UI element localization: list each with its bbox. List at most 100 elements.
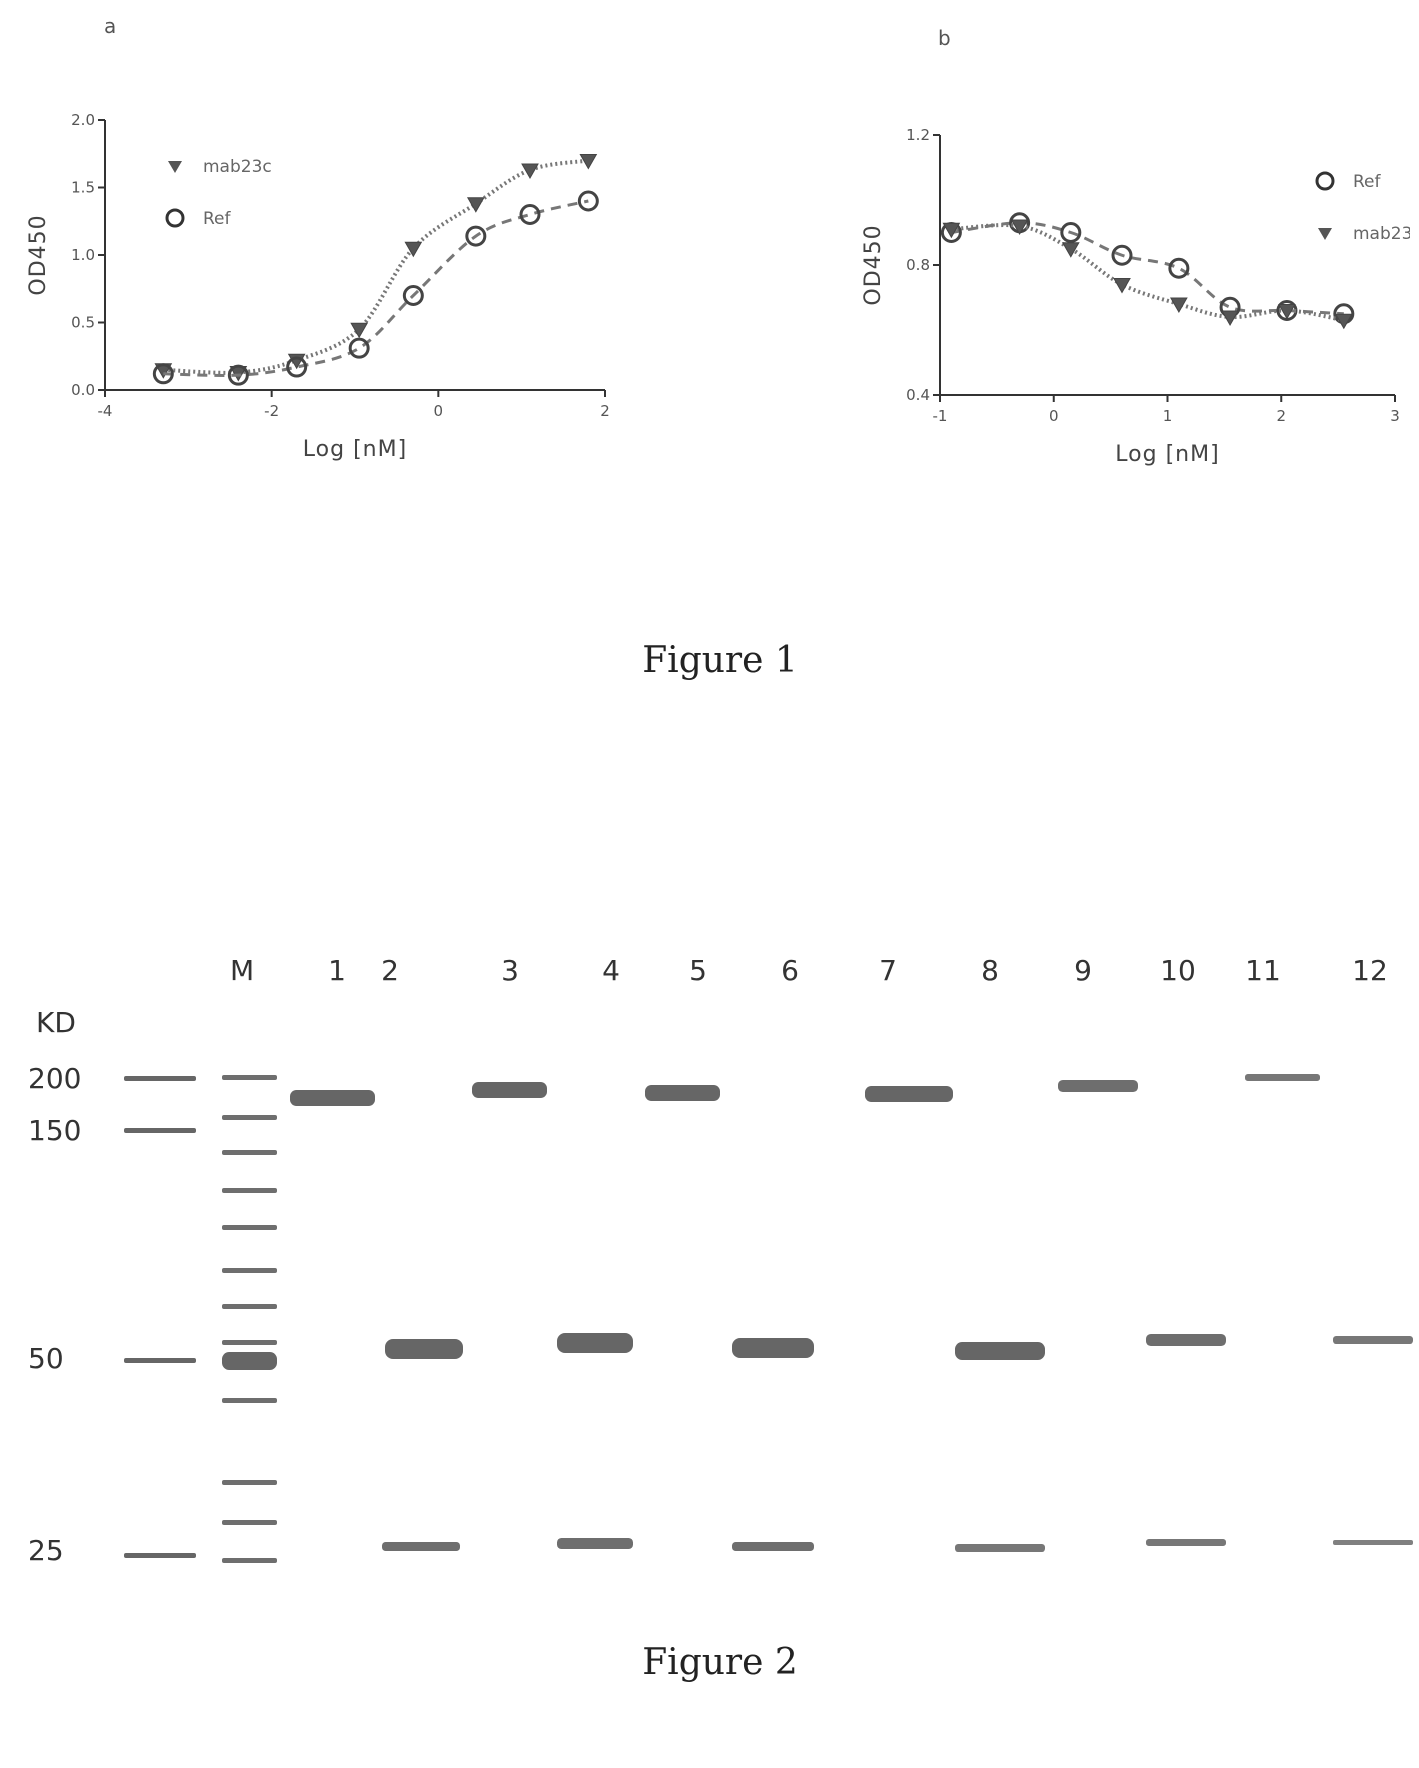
data-point-mab23c	[350, 322, 369, 339]
x-tick-label: 3	[1390, 407, 1400, 425]
y-tick-label: 0.4	[906, 386, 930, 404]
data-point-mab23c	[1221, 310, 1239, 327]
data-point-mab23c	[1113, 278, 1131, 294]
lane-7-band-intact	[865, 1086, 953, 1102]
series-line-ref	[951, 221, 1344, 316]
legend-marker-ref	[1315, 171, 1335, 191]
figure-2-caption: Figure 2	[642, 1642, 798, 1683]
marker-band	[222, 1398, 277, 1403]
panel-letter-a: a	[104, 14, 117, 38]
legend-marker-mab23c	[168, 161, 182, 173]
data-point-mab23c	[579, 154, 598, 170]
y-axis-label: OD450	[861, 224, 886, 305]
lane-label-2: 2	[381, 954, 399, 987]
x-tick-label: 0	[1049, 407, 1059, 425]
marker-lane-label: M	[230, 954, 254, 987]
unit-label: KD	[36, 1006, 76, 1039]
data-point-ref	[227, 364, 249, 386]
y-tick-label: 2.0	[71, 111, 95, 129]
data-point-ref	[1111, 244, 1133, 266]
figure-1-caption: Figure 1	[642, 640, 798, 681]
x-axis-label: Log [nM]	[1115, 442, 1219, 467]
lane-10-light-chain	[1146, 1539, 1226, 1546]
x-tick-label: 2	[600, 402, 610, 420]
data-point-ref	[577, 190, 599, 212]
lane-label-11: 11	[1245, 954, 1281, 987]
marker-band	[222, 1480, 277, 1485]
lane-label-10: 10	[1160, 954, 1196, 987]
lane-labels: 1 2 3 4 5 6 7 8 9 10 11 12	[328, 954, 1388, 987]
gel-bands	[124, 1074, 1413, 1563]
lane-label-1: 1	[328, 954, 346, 987]
panel-letter-b: b	[938, 26, 951, 50]
mw-labels: 200 150 50 25	[28, 1062, 81, 1567]
legend-marker-mab23c	[1318, 228, 1332, 240]
data-point-ref	[465, 225, 487, 247]
data-point-mab23c	[942, 222, 961, 239]
data-point-mab23c	[1278, 304, 1296, 320]
marker-band	[222, 1188, 277, 1193]
standard-band	[124, 1553, 196, 1558]
y-tick-label: 1.2	[906, 126, 930, 144]
lane-label-8: 8	[981, 954, 999, 987]
lane-9-band-intact	[1058, 1080, 1138, 1092]
data-point-ref	[286, 356, 308, 378]
mw-label-200: 200	[28, 1062, 81, 1095]
lane-6-light-chain	[732, 1542, 814, 1551]
chart-b: 0.4 0.8 1.2 -1 0 1 2 3 Log [nM] OD450 Ref mab23c	[861, 126, 1410, 467]
lane-label-3: 3	[501, 954, 519, 987]
series-line-ref	[163, 199, 589, 377]
standard-band	[124, 1358, 196, 1363]
data-point-ref	[152, 363, 174, 385]
lane-label-5: 5	[689, 954, 707, 987]
mw-label-50: 50	[28, 1342, 64, 1375]
legend-label-ref: Ref	[203, 209, 232, 229]
x-tick-label: 1	[1163, 407, 1173, 425]
y-tick-label: 0.5	[71, 314, 95, 332]
y-tick-label: 1.0	[71, 246, 95, 264]
marker-band	[222, 1304, 277, 1309]
lane-label-6: 6	[781, 954, 799, 987]
x-tick-label: 2	[1276, 407, 1286, 425]
chart-a: 0.0 0.5 1.0 1.5 2.0 -4 -2 0 2 Log [nM] OD450 mab23c…	[26, 111, 610, 462]
lane-label-9: 9	[1074, 954, 1092, 987]
y-axis-label: OD450	[26, 214, 51, 295]
x-axis-label: Log [nM]	[303, 437, 407, 462]
lane-11-band-intact	[1245, 1074, 1320, 1081]
data-point-mab23c	[466, 197, 485, 213]
y-tick-label: 0.8	[906, 256, 930, 274]
marker-band	[222, 1520, 277, 1525]
x-tick-label: 0	[434, 402, 444, 420]
standard-band	[124, 1076, 196, 1081]
data-point-mab23c	[521, 163, 539, 179]
data-point-mab23c	[1170, 297, 1188, 314]
marker-band-strong	[222, 1352, 277, 1370]
series-line-mab23c	[163, 158, 589, 375]
y-tick-label: 0.0	[71, 381, 95, 399]
mw-label-150: 150	[28, 1114, 81, 1147]
lane-2-light-chain	[382, 1542, 460, 1551]
data-point-ref	[348, 337, 370, 359]
lane-10-heavy-chain	[1146, 1334, 1226, 1346]
y-tick-label: 1.5	[71, 179, 95, 197]
legend-label-mab23c: mab23c	[1353, 224, 1410, 244]
data-point-mab23c	[1010, 219, 1029, 236]
lane-5-band-intact	[645, 1085, 720, 1101]
marker-band	[222, 1558, 277, 1563]
data-point-ref	[402, 285, 424, 306]
lane-12-heavy-chain	[1333, 1336, 1413, 1344]
data-point-ref	[1168, 257, 1190, 279]
lane-8-light-chain	[955, 1544, 1045, 1552]
series-line-mab23c	[951, 223, 1345, 323]
marker-band	[222, 1225, 277, 1230]
lane-3-band-intact	[472, 1082, 547, 1098]
lane-6-heavy-chain	[732, 1338, 814, 1358]
standard-band	[124, 1128, 196, 1133]
lane-4-heavy-chain	[557, 1333, 633, 1353]
marker-band	[222, 1268, 277, 1273]
lane-4-light-chain	[557, 1538, 633, 1549]
x-tick-label: -2	[264, 402, 279, 420]
x-tick-label: -1	[933, 407, 948, 425]
